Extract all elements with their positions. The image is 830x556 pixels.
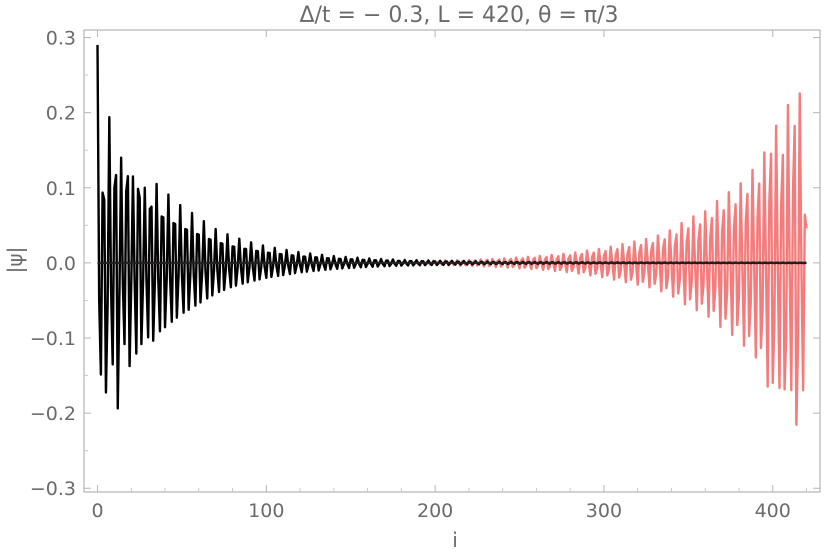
chart-title: Δ/t = − 0.3, L = 420, θ = π/3 bbox=[299, 3, 618, 28]
plot-frame bbox=[83, 29, 821, 493]
series-line-right-mode bbox=[97, 92, 808, 426]
x-tick-label: 300 bbox=[586, 500, 622, 522]
x-tick-label: 200 bbox=[417, 500, 453, 522]
y-tick-label: −0.2 bbox=[30, 403, 76, 425]
x-tick-label: 100 bbox=[248, 500, 284, 522]
y-axis: −0.3 −0.2 −0.1 0.0 0.1 0.2 0.3 bbox=[30, 28, 820, 500]
x-tick-label: 0 bbox=[91, 500, 103, 522]
y-tick-label: −0.1 bbox=[30, 328, 76, 350]
x-axis-label: i bbox=[452, 528, 458, 552]
y-tick-label: −0.3 bbox=[30, 478, 76, 500]
y-tick-label: 0.3 bbox=[46, 28, 76, 50]
y-tick-label: 0.2 bbox=[46, 103, 76, 125]
x-axis: 0 100 200 300 400 bbox=[91, 30, 807, 522]
y-tick-label: 0.0 bbox=[46, 253, 76, 275]
series-layer bbox=[96, 45, 808, 426]
y-tick-label: 0.1 bbox=[46, 178, 76, 200]
y-axis-label: |ψ| bbox=[3, 247, 27, 274]
x-tick-label: 400 bbox=[755, 500, 791, 522]
